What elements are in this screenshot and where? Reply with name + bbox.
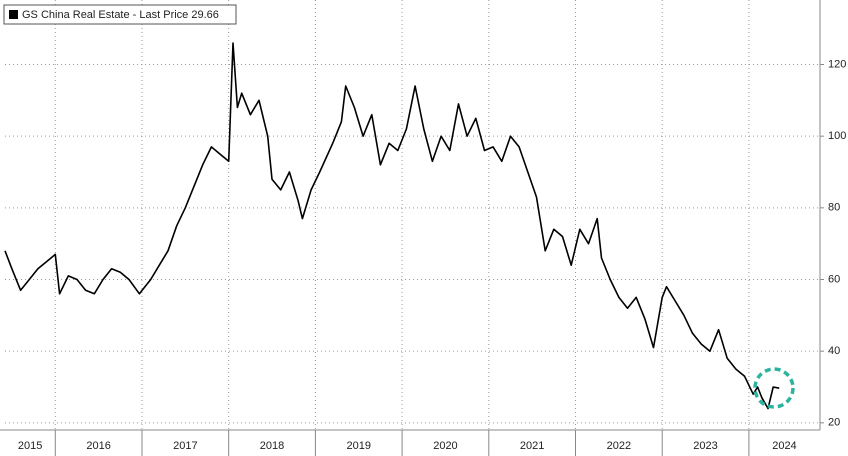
x-tick-label: 2016 (86, 440, 110, 452)
legend-swatch (9, 10, 18, 19)
x-tick-label: 2017 (173, 440, 197, 452)
y-tick-label: 40 (828, 345, 840, 357)
x-tick-label: 2020 (433, 440, 457, 452)
y-tick-label: 80 (828, 202, 840, 214)
legend: GS China Real Estate - Last Price 29.66 (3, 4, 237, 25)
legend-box (3, 4, 237, 25)
y-tick-label: 20 (828, 417, 840, 429)
highlight-circle (753, 367, 795, 409)
y-tick-label: 60 (828, 273, 840, 285)
x-tick-label: 2024 (772, 440, 796, 452)
x-tick-label: 2019 (347, 440, 371, 452)
price-line (4, 42, 780, 410)
x-tick-label: 2018 (260, 440, 284, 452)
x-tick-label: 2015 (18, 440, 42, 452)
legend-label: GS China Real Estate - Last Price 29.66 (22, 9, 219, 21)
y-tick-label: 120 (828, 58, 846, 70)
x-tick-label: 2021 (520, 440, 544, 452)
x-tick-label: 2022 (607, 440, 631, 452)
y-tick-label: 100 (828, 130, 846, 142)
x-tick-label: 2023 (693, 440, 717, 452)
